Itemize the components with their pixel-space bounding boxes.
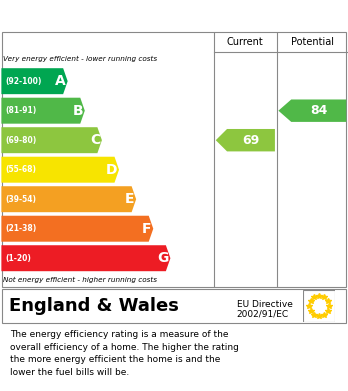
Polygon shape: [1, 157, 119, 183]
Text: F: F: [142, 222, 151, 236]
Text: (55-68): (55-68): [5, 165, 36, 174]
Polygon shape: [278, 99, 346, 122]
Text: Potential: Potential: [291, 37, 334, 47]
Polygon shape: [216, 129, 275, 151]
Text: (92-100): (92-100): [5, 77, 42, 86]
Polygon shape: [1, 245, 171, 271]
Text: The energy efficiency rating is a measure of the
overall efficiency of a home. T: The energy efficiency rating is a measur…: [10, 330, 239, 377]
Text: Energy Efficiency Rating: Energy Efficiency Rating: [10, 9, 220, 23]
Text: (81-91): (81-91): [5, 106, 37, 115]
Polygon shape: [1, 127, 102, 153]
Text: E: E: [125, 192, 134, 206]
Text: G: G: [157, 251, 169, 265]
Polygon shape: [1, 98, 85, 124]
Text: 84: 84: [310, 104, 327, 117]
Text: 2002/91/EC: 2002/91/EC: [237, 309, 289, 318]
Text: England & Wales: England & Wales: [9, 297, 179, 315]
Text: 69: 69: [242, 134, 260, 147]
Text: EU Directive: EU Directive: [237, 300, 293, 308]
Text: Current: Current: [227, 37, 264, 47]
Polygon shape: [1, 68, 68, 94]
Text: (1-20): (1-20): [5, 254, 31, 263]
Text: A: A: [55, 74, 66, 88]
Text: D: D: [106, 163, 117, 177]
Text: Not energy efficient - higher running costs: Not energy efficient - higher running co…: [3, 277, 158, 283]
Text: C: C: [90, 133, 100, 147]
Polygon shape: [1, 216, 153, 242]
Text: Very energy efficient - lower running costs: Very energy efficient - lower running co…: [3, 56, 158, 63]
Polygon shape: [1, 186, 136, 212]
Text: (21-38): (21-38): [5, 224, 37, 233]
Text: (69-80): (69-80): [5, 136, 37, 145]
Text: (39-54): (39-54): [5, 195, 36, 204]
Text: B: B: [72, 104, 83, 118]
